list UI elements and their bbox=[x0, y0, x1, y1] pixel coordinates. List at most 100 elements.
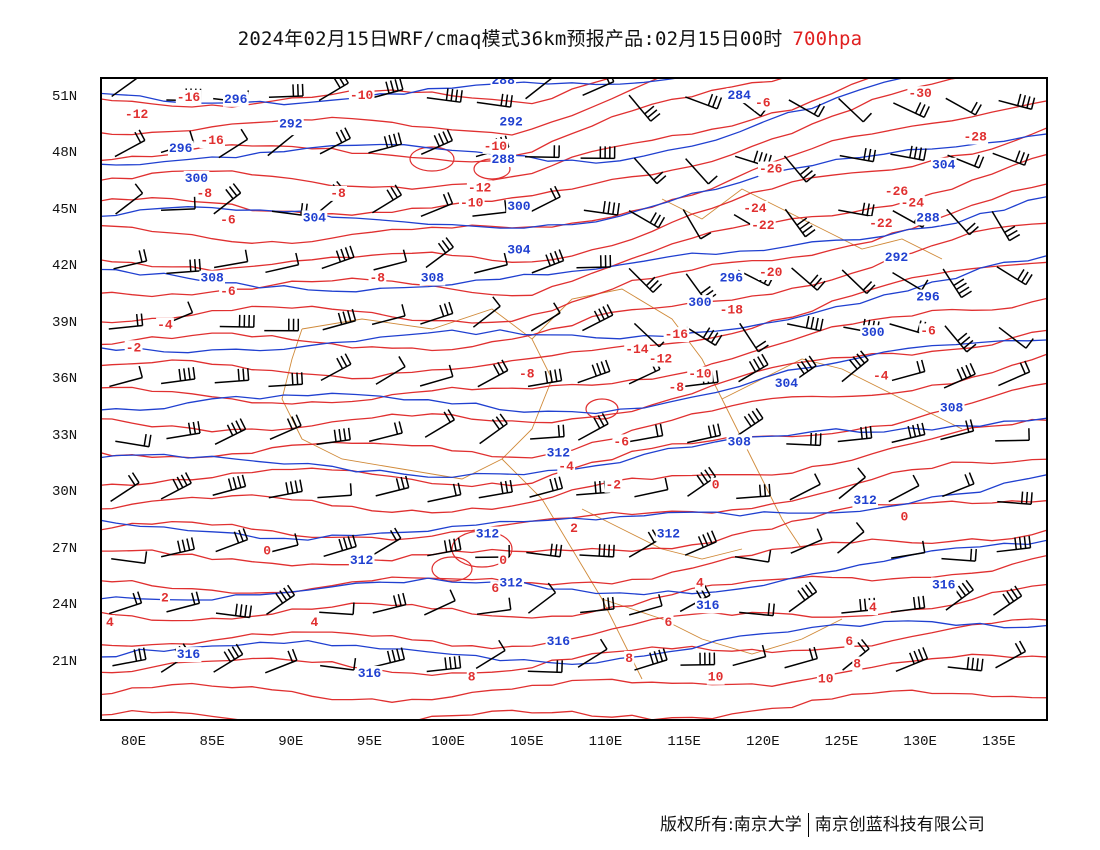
wind-barb bbox=[320, 657, 357, 671]
temperature-contour-label: 4 bbox=[310, 615, 318, 630]
wind-barb bbox=[685, 93, 723, 110]
height-contour-label: 316 bbox=[696, 598, 720, 613]
wind-barb bbox=[369, 79, 404, 100]
wind-barb bbox=[166, 258, 202, 275]
wind-barb bbox=[891, 422, 926, 444]
temperature-contour-line bbox=[102, 79, 610, 108]
longitude-tick-label: 105E bbox=[509, 734, 544, 750]
temperature-contour-line bbox=[102, 79, 869, 190]
wind-barb bbox=[424, 589, 456, 616]
map-frame: -16-12-15-10-16-8-6-8-10-12-10-8-6-4-2-8… bbox=[100, 77, 1048, 721]
wind-barb bbox=[426, 655, 462, 673]
wind-barb bbox=[945, 97, 982, 116]
temperature-contour-label: -4 bbox=[157, 318, 173, 333]
wind-barb bbox=[166, 591, 201, 613]
temperature-contour-label: -6 bbox=[755, 96, 771, 111]
wind-barb bbox=[992, 150, 1030, 166]
wind-barb bbox=[472, 296, 501, 328]
height-contour-label: 312 bbox=[476, 527, 500, 542]
wind-barb bbox=[115, 433, 152, 448]
pressure-level: 700hpa bbox=[792, 28, 863, 50]
height-contour-label: 296 bbox=[224, 92, 248, 107]
wind-barb bbox=[419, 364, 454, 387]
height-contour-label: 308 bbox=[727, 434, 751, 449]
height-contour-label: 312 bbox=[350, 553, 374, 568]
wind-barb bbox=[524, 145, 560, 159]
wind-barb bbox=[322, 308, 357, 331]
wind-barb bbox=[841, 269, 876, 295]
footer-divider bbox=[807, 813, 809, 837]
longitude-tick-label: 80E bbox=[120, 734, 147, 750]
copyright-owner: 版权所有:南京大学 bbox=[660, 815, 802, 835]
height-contour-line bbox=[102, 79, 675, 106]
temperature-contour-label: -30 bbox=[908, 86, 932, 101]
province-boundary-line bbox=[501, 458, 643, 680]
longitude-tick-label: 110E bbox=[588, 734, 623, 750]
wind-barb bbox=[732, 644, 767, 667]
wind-barb bbox=[788, 99, 826, 118]
wind-barb bbox=[268, 372, 304, 388]
temperature-contour-line bbox=[102, 653, 1046, 703]
wind-barb bbox=[368, 132, 403, 154]
height-contour-line bbox=[102, 196, 1046, 293]
temperature-contour-label: -8 bbox=[196, 186, 212, 201]
wind-barb bbox=[527, 582, 557, 614]
wind-barb bbox=[527, 660, 563, 674]
height-contour-label: 300 bbox=[185, 171, 209, 186]
wind-barb bbox=[580, 596, 615, 614]
temperature-contour-line bbox=[102, 689, 1046, 719]
wind-barb bbox=[784, 646, 819, 669]
temperature-contour-label: 4 bbox=[696, 576, 704, 591]
temperature-contour-label: 4 bbox=[106, 615, 114, 630]
wind-barb bbox=[944, 325, 977, 353]
wind-barb bbox=[426, 88, 463, 103]
wind-barb bbox=[579, 544, 615, 558]
height-contour-line bbox=[102, 79, 902, 166]
temperature-contour-label: -18 bbox=[720, 303, 744, 318]
temperature-contour-label: -22 bbox=[751, 218, 775, 233]
wind-barb bbox=[993, 585, 1023, 616]
wind-barb bbox=[160, 472, 192, 500]
temperature-contour-label: -22 bbox=[869, 216, 893, 231]
wind-barb bbox=[214, 418, 247, 445]
wind-barb bbox=[317, 483, 353, 499]
wind-barb bbox=[947, 657, 984, 672]
wind-barb bbox=[213, 183, 242, 215]
wind-barb bbox=[110, 472, 140, 502]
temperature-contour-label: -12 bbox=[125, 107, 149, 122]
wind-barb bbox=[784, 208, 816, 238]
longitude-tick-label: 100E bbox=[431, 734, 465, 750]
wind-barb bbox=[943, 362, 976, 389]
height-contour-line bbox=[102, 339, 1046, 415]
temperature-contour-label: -24 bbox=[901, 195, 925, 210]
longitude-tick-label: 130E bbox=[903, 734, 937, 750]
wind-barb bbox=[940, 419, 975, 441]
temperature-contour-label: -6 bbox=[920, 323, 936, 338]
temperature-contour-line bbox=[102, 79, 658, 136]
wind-barb bbox=[947, 154, 985, 169]
temperature-contour-label: -4 bbox=[558, 459, 574, 474]
temperature-contour-label: 0 bbox=[263, 544, 271, 559]
wind-barb bbox=[212, 474, 247, 496]
wind-barb bbox=[112, 647, 147, 667]
wind-barb bbox=[687, 423, 722, 444]
temperature-contour-label: -20 bbox=[759, 265, 783, 280]
wind-barb bbox=[218, 128, 249, 159]
height-contour-line bbox=[102, 539, 1046, 601]
height-contour-line bbox=[102, 620, 1046, 666]
latitude-tick-label: 45N bbox=[52, 201, 78, 218]
wind-barb bbox=[628, 94, 661, 122]
wind-barb bbox=[531, 249, 565, 274]
temperature-contour-line bbox=[102, 154, 1046, 298]
temperature-contour-label: -10 bbox=[688, 367, 712, 382]
wind-barb bbox=[264, 318, 300, 332]
wind-barb bbox=[991, 210, 1021, 242]
wind-barb bbox=[891, 359, 926, 382]
wind-barb bbox=[788, 581, 818, 613]
wind-barb bbox=[111, 79, 138, 98]
wind-barb bbox=[580, 146, 616, 160]
wind-barb bbox=[838, 202, 875, 217]
height-contour-label: 316 bbox=[932, 578, 956, 593]
latitude-tick-label: 42N bbox=[52, 258, 78, 275]
wind-barb bbox=[890, 145, 927, 161]
